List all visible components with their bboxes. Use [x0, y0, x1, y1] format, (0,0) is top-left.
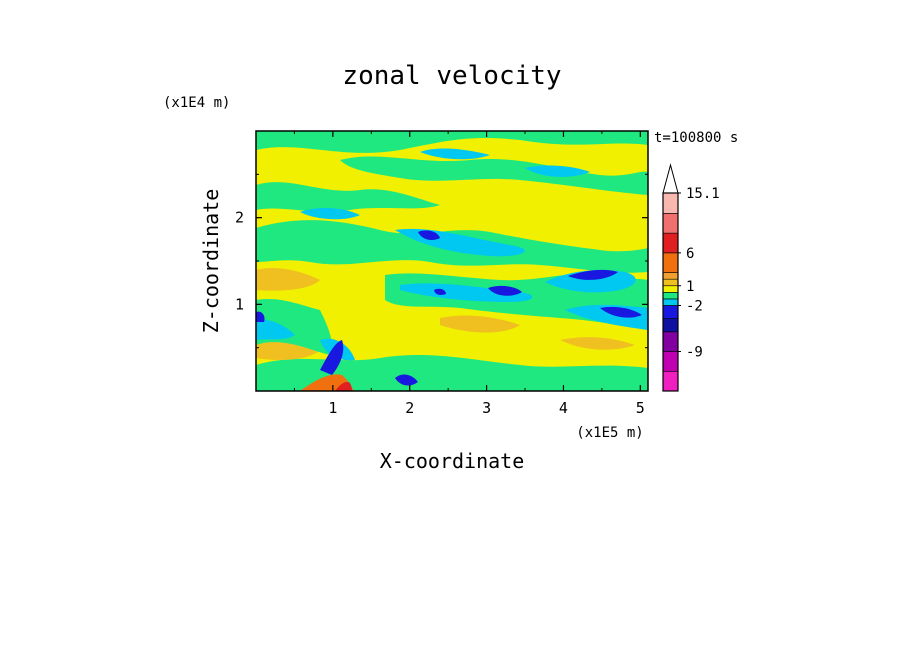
field-patch [525, 165, 590, 177]
colorbar-band [662, 370, 679, 392]
field-patch [335, 381, 352, 391]
colorbar-band [662, 298, 679, 306]
colorbar: 15.1 6 1 -2 -9 [662, 163, 720, 392]
field-patch [420, 148, 490, 160]
y-tick-label: 2 [235, 209, 244, 227]
x-axis-label: X-coordinate [380, 449, 525, 473]
field-patch [256, 342, 318, 360]
colorbar-band [662, 192, 679, 214]
y-scale-label: (x1E4 m) [163, 95, 230, 111]
field-patch [434, 288, 446, 295]
field-patch [256, 319, 295, 340]
colorbar-band [662, 232, 679, 254]
chart-title: zonal velocity [342, 61, 561, 91]
colorbar-band [662, 272, 679, 280]
field-patch [440, 315, 520, 333]
field-patch [300, 208, 360, 220]
field-patch [395, 374, 418, 386]
x-tick-label: 4 [559, 399, 568, 417]
field-band [256, 299, 332, 355]
x-scale-label: (x1E5 m) [576, 425, 643, 441]
x-tick-label: 5 [636, 399, 645, 417]
field-band [340, 156, 648, 195]
colorbar-band [662, 252, 679, 273]
field-patch [418, 230, 440, 240]
field-band [256, 131, 648, 153]
colorbar-band [662, 305, 679, 319]
y-tick-label: 1 [235, 295, 244, 313]
y-axis-ticks: 12 [235, 173, 648, 349]
field-patch [488, 285, 522, 296]
field-patch [545, 270, 636, 293]
x-tick-label: 3 [482, 399, 491, 417]
field-patch [600, 306, 642, 318]
colorbar-label: -2 [686, 298, 703, 314]
x-tick-label: 2 [405, 399, 414, 417]
colorbar-band [662, 351, 679, 372]
field-patch [560, 337, 635, 350]
colorbar-label: 1 [686, 279, 694, 295]
field-band [256, 182, 440, 212]
time-label: t=100800 s [654, 130, 738, 146]
heatmap-field [256, 131, 648, 391]
colorbar-band [662, 318, 679, 333]
colorbar-extend-arrow [662, 163, 679, 194]
field-band [256, 355, 648, 391]
colorbar-frame [662, 192, 679, 392]
field-patch [256, 268, 320, 291]
field-patch [400, 283, 533, 302]
colorbar-label: -9 [686, 345, 703, 361]
colorbar-band [662, 292, 679, 300]
x-axis-ticks: 1 2 3 4 5 [293, 131, 645, 417]
colorbar-band [662, 213, 679, 234]
colorbar-label: 15.1 [686, 186, 720, 202]
field-patch [568, 269, 618, 280]
x-tick-label: 1 [328, 399, 337, 417]
field-patch [256, 311, 265, 322]
field-patch [320, 340, 344, 375]
colorbar-band [662, 331, 679, 352]
colorbar-band [662, 278, 679, 287]
colorbar-label: 6 [686, 246, 694, 262]
colorbar-band [662, 285, 679, 293]
y-axis-label: Z-coordinate [199, 189, 223, 334]
